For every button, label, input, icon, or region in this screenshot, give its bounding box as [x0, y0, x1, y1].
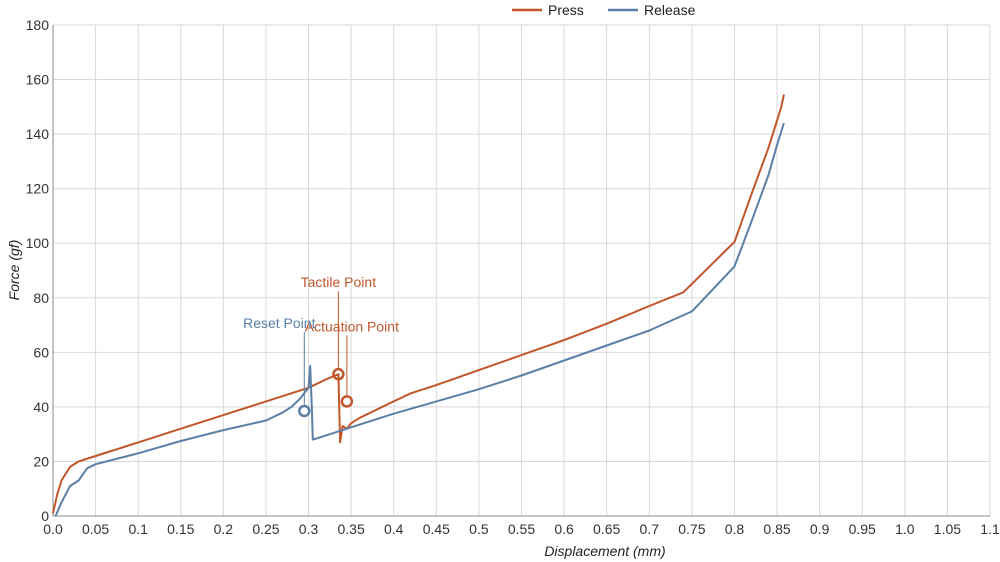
x-tick-label: 1.0 [895, 521, 915, 537]
y-tick-label: 160 [26, 72, 50, 88]
y-axis-tick-labels: 0 20 40 60 80 100 120 140 160 180 [26, 17, 50, 524]
x-tick-label: 0.25 [252, 521, 279, 537]
x-tick-label: 0.8 [725, 521, 745, 537]
x-tick-label: 0.55 [508, 521, 535, 537]
y-tick-label: 40 [33, 399, 49, 415]
annotation-marker [332, 367, 345, 381]
x-tick-label: 0.9 [810, 521, 830, 537]
x-tick-label: 0.7 [640, 521, 660, 537]
annotation-label: Reset Point [243, 315, 315, 331]
legend: Press Release [512, 2, 696, 18]
series-line-press [52, 94, 785, 514]
x-axis-tick-labels: 0.0 0.05 0.1 0.15 0.2 0.25 0.3 0.35 0.4 0.45 0.5 0.… [43, 521, 1000, 537]
series-lines [52, 94, 785, 517]
x-tick-label: 0.65 [593, 521, 620, 537]
y-tick-label: 140 [26, 126, 50, 142]
x-tick-label: 0.1 [128, 521, 148, 537]
annotation-label: Actuation Point [305, 318, 399, 334]
y-tick-label: 0 [41, 508, 49, 524]
y-tick-label: 180 [26, 17, 50, 33]
x-tick-label: 0.05 [82, 521, 109, 537]
x-tick-label: 0.85 [763, 521, 790, 537]
grid-lines [52, 24, 991, 517]
x-tick-label: 0.95 [849, 521, 876, 537]
annotation-label: Tactile Point [301, 274, 377, 290]
y-tick-label: 120 [26, 181, 50, 197]
annotation-marker [298, 404, 311, 418]
series-line-release [54, 122, 785, 517]
y-tick-label: 80 [33, 290, 49, 306]
x-tick-label: 0.3 [299, 521, 319, 537]
x-tick-label: 0.0 [43, 521, 63, 537]
x-tick-label: 1.05 [934, 521, 961, 537]
legend-press-label: Press [548, 2, 584, 18]
y-tick-label: 20 [33, 453, 49, 469]
y-axis-title: Force (gf) [6, 240, 22, 301]
y-tick-label: 60 [33, 344, 49, 360]
legend-release-label: Release [644, 2, 696, 18]
axes [52, 25, 990, 517]
x-tick-label: 0.6 [554, 521, 574, 537]
x-tick-label: 0.5 [469, 521, 489, 537]
x-tick-label: 0.75 [678, 521, 705, 537]
y-tick-label: 100 [26, 235, 50, 251]
x-tick-label: 1.1 [980, 521, 1000, 537]
x-tick-label: 0.4 [384, 521, 404, 537]
x-axis-title: Displacement (mm) [544, 543, 665, 559]
x-tick-label: 0.2 [214, 521, 234, 537]
x-tick-label: 0.15 [167, 521, 194, 537]
annotation-marker [340, 395, 354, 408]
x-tick-label: 0.35 [338, 521, 365, 537]
x-tick-label: 0.45 [423, 521, 450, 537]
